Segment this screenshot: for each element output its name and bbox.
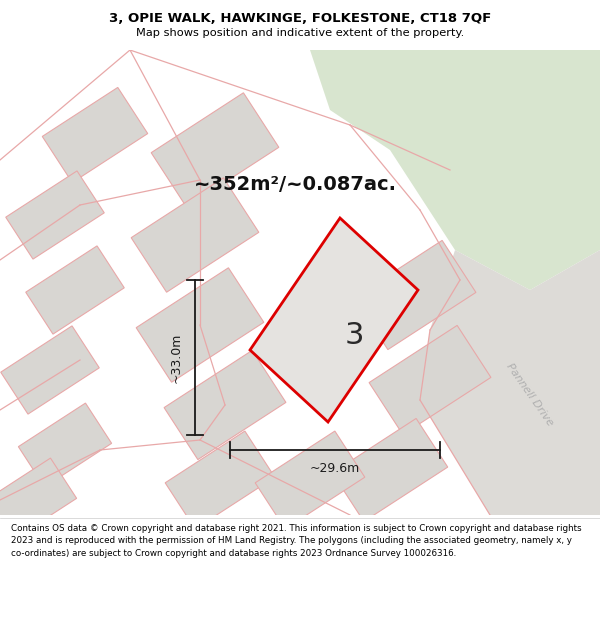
Polygon shape [420, 250, 600, 515]
Polygon shape [369, 326, 491, 434]
Polygon shape [26, 246, 124, 334]
Polygon shape [1, 326, 99, 414]
Polygon shape [6, 171, 104, 259]
Polygon shape [136, 268, 264, 382]
Text: 3, OPIE WALK, HAWKINGE, FOLKESTONE, CT18 7QF: 3, OPIE WALK, HAWKINGE, FOLKESTONE, CT18… [109, 12, 491, 26]
Text: ~33.0m: ~33.0m [170, 332, 183, 382]
Polygon shape [131, 177, 259, 292]
Text: ~29.6m: ~29.6m [310, 462, 360, 475]
Polygon shape [19, 403, 112, 487]
Polygon shape [42, 88, 148, 182]
Polygon shape [0, 458, 77, 542]
Text: Contains OS data © Crown copyright and database right 2021. This information is : Contains OS data © Crown copyright and d… [11, 524, 581, 558]
Polygon shape [354, 241, 476, 349]
Polygon shape [255, 431, 365, 529]
Text: ~352m²/~0.087ac.: ~352m²/~0.087ac. [193, 176, 397, 194]
Text: Pannell Drive: Pannell Drive [505, 362, 556, 428]
Text: Map shows position and indicative extent of the property.: Map shows position and indicative extent… [136, 28, 464, 38]
Polygon shape [332, 419, 448, 521]
Polygon shape [310, 50, 600, 290]
Text: 3: 3 [344, 321, 364, 349]
Polygon shape [165, 431, 275, 529]
Polygon shape [164, 351, 286, 459]
Polygon shape [151, 92, 279, 208]
Polygon shape [250, 218, 418, 422]
